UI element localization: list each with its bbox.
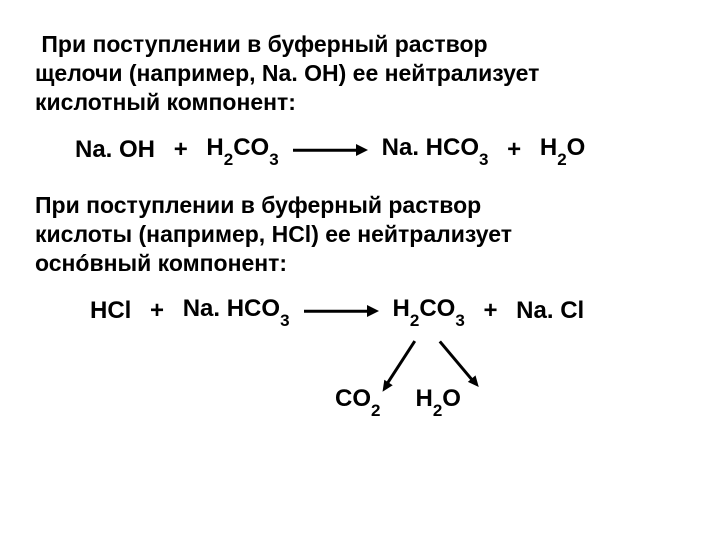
eq1-product1: Na. HCO3 [382,134,489,166]
decompose-co2: CO2 [335,385,380,417]
para2-line2: кислоты (например, HCl) ее нейтрализует [35,221,512,247]
para1-line2: щелочи (например, Na. OH) ее нейтрализуе… [35,60,539,86]
arrow-down-left-icon [387,341,416,384]
para2-line1: При поступлении в буферный раствор [35,192,481,218]
eq2-plus2: + [483,297,497,325]
equation-alkali: Na. OH + H2CO3 Na. HCO3 + H2O [75,134,685,166]
eq1-product2: H2O [540,134,585,166]
equation-acid: HCl + Na. HCO3 H2CO3 + Na. Cl [90,295,685,327]
split-arrows [345,335,545,385]
para1-line1: При поступлении в буферный раствор [35,31,488,57]
para2-line3: оснóвный компонент: [35,250,287,276]
eq2-reactant1: HCl [90,297,131,325]
decomposition-diagram: CO2 H2O [345,335,685,417]
eq2-reactant2: Na. HCO3 [183,295,290,327]
reaction-arrow-icon [293,141,368,159]
arrow-down-right-icon [439,341,473,381]
eq2-product1: H2CO3 [393,295,465,327]
decompose-h2o: H2O [415,385,460,417]
eq2-plus1: + [150,297,164,325]
reaction-arrow-icon [304,302,379,320]
paragraph-acid: При поступлении в буферный раствор кисло… [35,191,685,277]
eq1-plus2: + [507,136,521,164]
eq2-product2: Na. Cl [516,297,584,325]
para1-line3: кислотный компонент: [35,89,296,115]
eq1-reactant2: H2CO3 [206,134,278,166]
eq1-reactant1: Na. OH [75,136,155,164]
eq1-plus1: + [174,136,188,164]
paragraph-alkali: При поступлении в буферный раствор щелоч… [35,30,685,116]
